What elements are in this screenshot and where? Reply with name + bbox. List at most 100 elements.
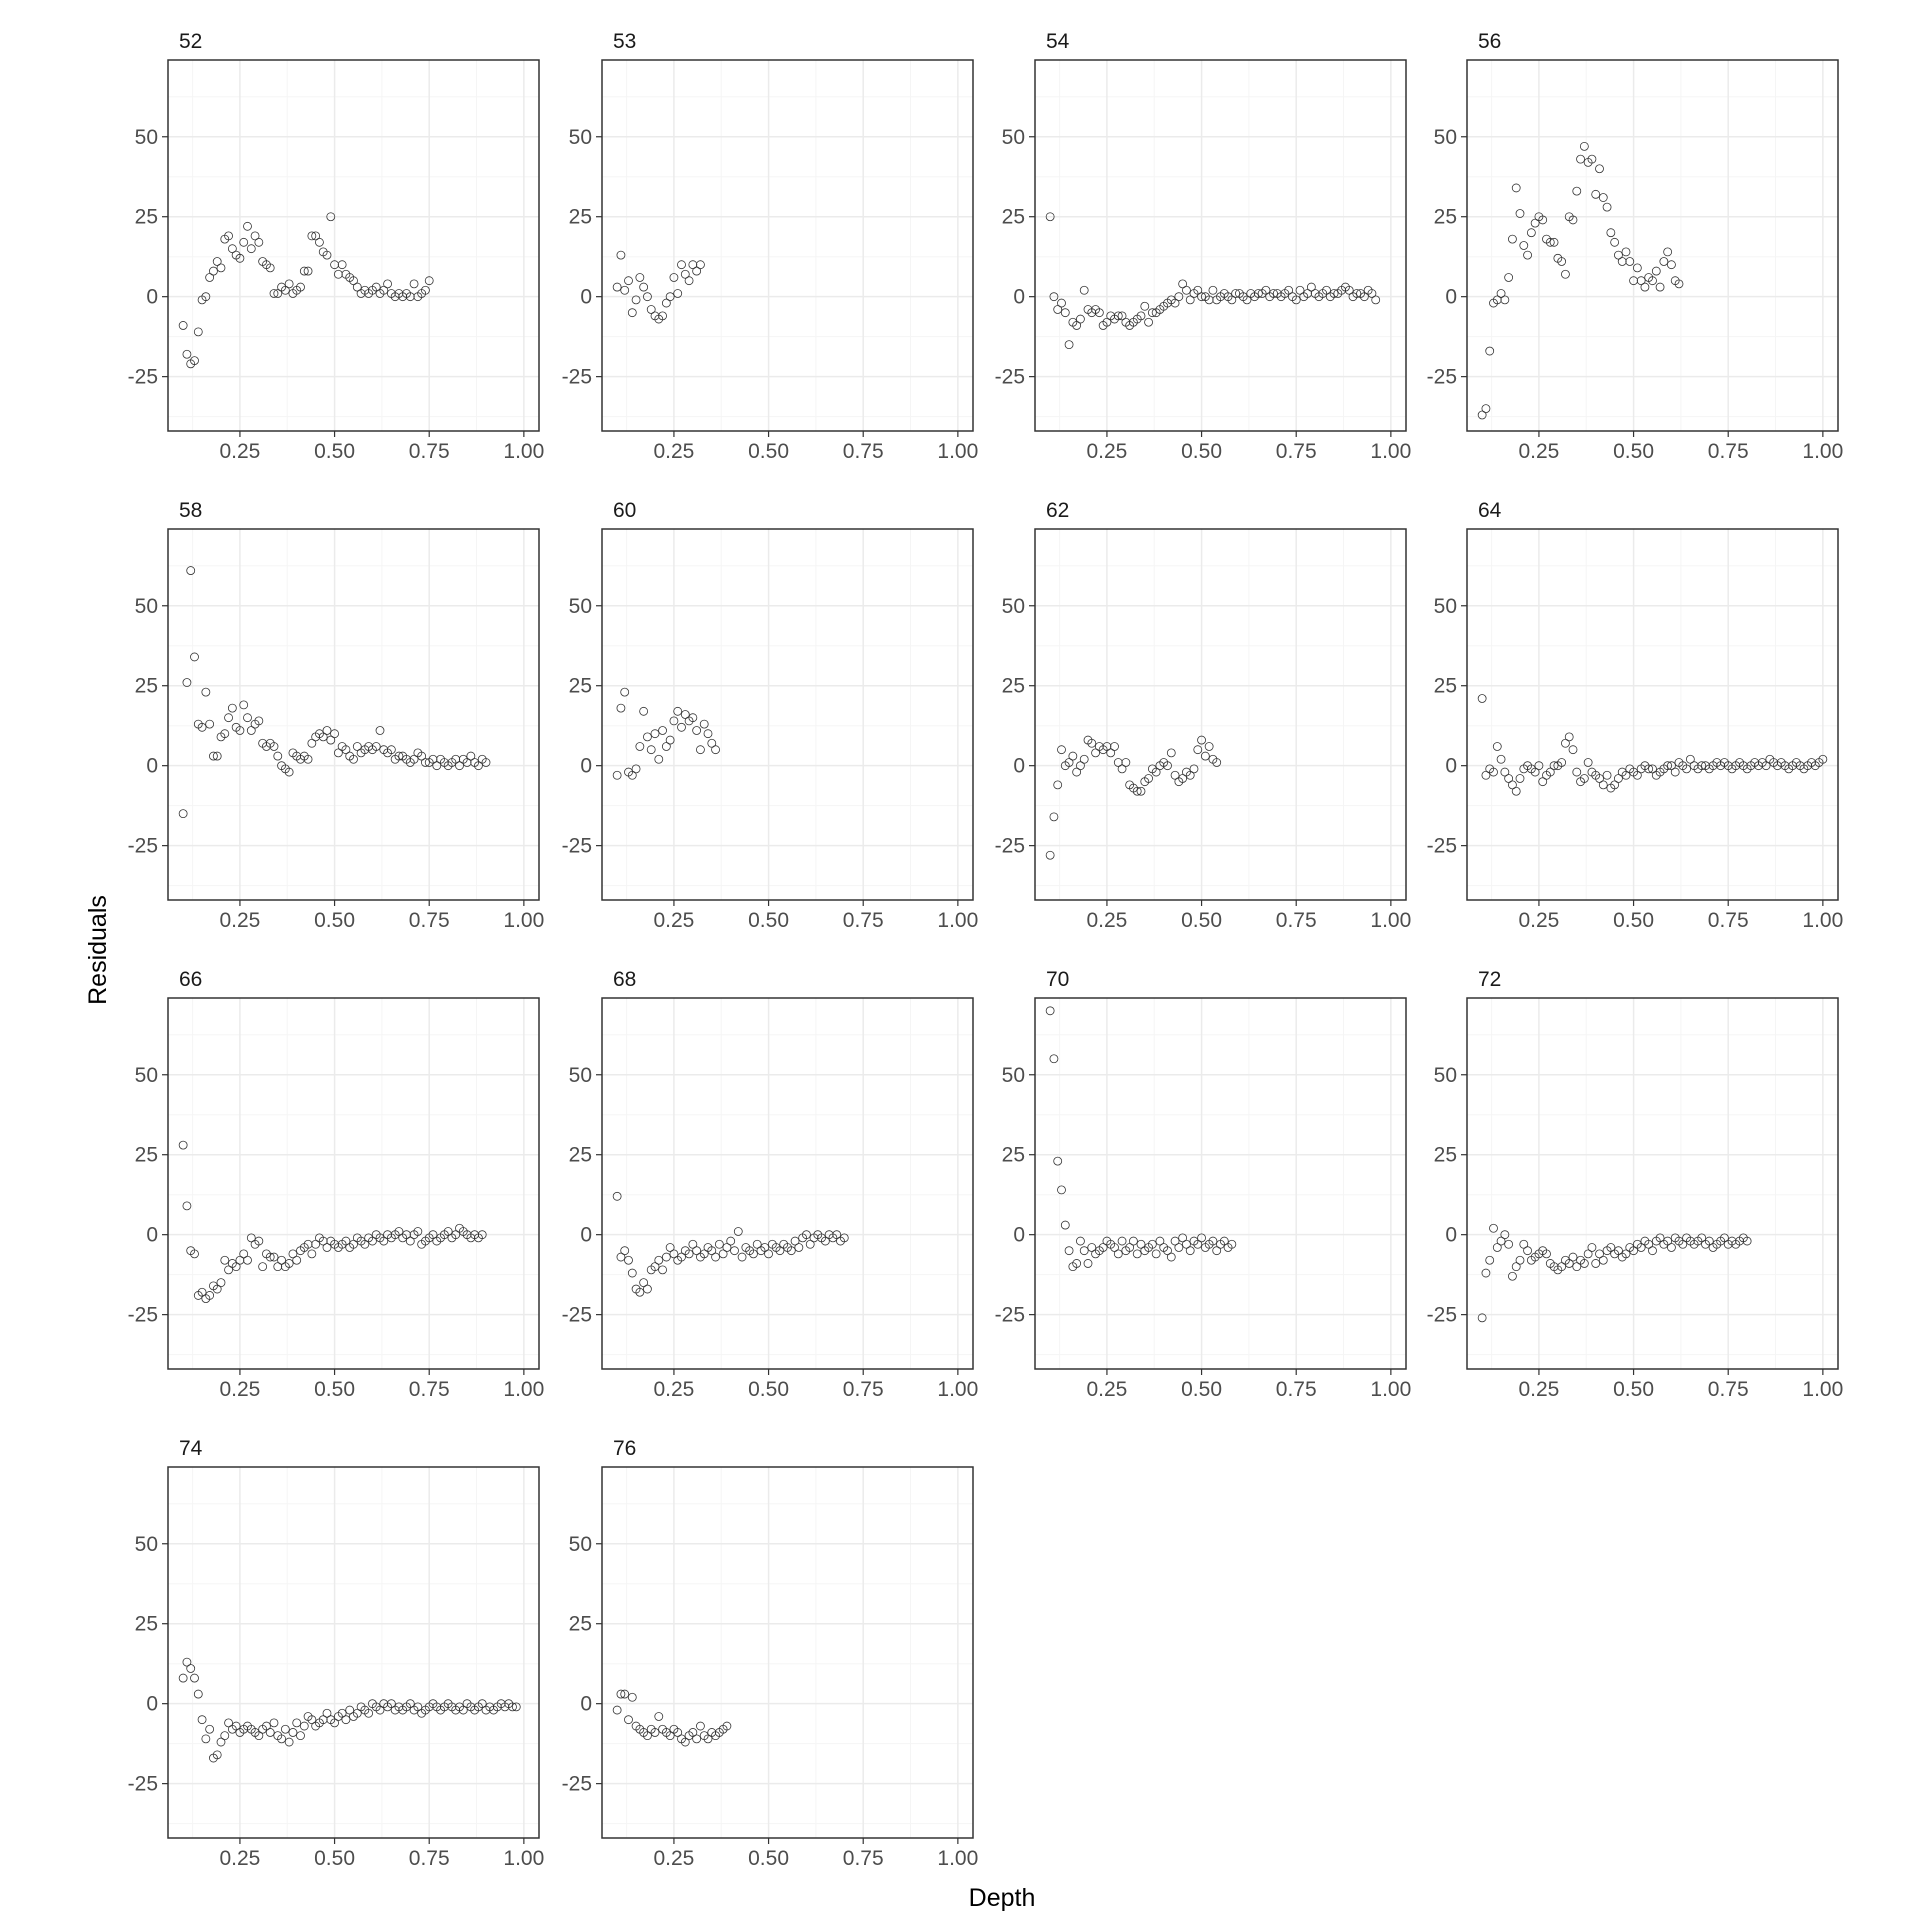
data-point xyxy=(1621,1249,1631,1259)
data-point xyxy=(1704,1236,1714,1246)
x-tick-label: 1.00 xyxy=(503,440,544,463)
data-point xyxy=(360,1239,370,1249)
data-point xyxy=(417,751,427,761)
panel-border xyxy=(167,997,540,1370)
data-point xyxy=(288,1728,298,1737)
data-point xyxy=(1492,1243,1502,1252)
data-point xyxy=(1072,321,1082,330)
data-point xyxy=(220,1255,230,1265)
data-point xyxy=(269,1252,279,1262)
y-tick-label: 50 xyxy=(135,1533,158,1556)
data-point xyxy=(1663,1236,1673,1246)
data-point xyxy=(703,1734,713,1744)
data-point xyxy=(688,260,698,270)
data-point xyxy=(209,266,218,276)
data-point xyxy=(280,1724,290,1734)
data-point xyxy=(650,1262,660,1272)
data-point xyxy=(1523,1246,1532,1256)
data-point xyxy=(1595,164,1604,174)
data-point xyxy=(409,754,419,764)
data-point xyxy=(1204,295,1214,305)
data-point xyxy=(1644,764,1654,774)
data-point xyxy=(273,1262,283,1272)
x-tick-label: 0.25 xyxy=(1518,1378,1559,1401)
data-point xyxy=(178,1673,188,1683)
data-point xyxy=(1208,1236,1218,1246)
x-tick-label: 0.75 xyxy=(1708,1378,1749,1401)
data-point xyxy=(1284,285,1294,295)
panel-border xyxy=(167,1466,540,1839)
data-point xyxy=(190,652,199,662)
data-point xyxy=(1648,1246,1657,1256)
data-point xyxy=(349,276,358,286)
x-tick-label: 1.00 xyxy=(1802,1378,1843,1401)
data-point xyxy=(1542,1249,1551,1259)
y-tick-label: 25 xyxy=(1434,1144,1457,1167)
data-point xyxy=(311,1239,321,1249)
data-point xyxy=(330,260,339,270)
x-tick-label: 0.25 xyxy=(653,909,694,932)
x-tick-label: 0.25 xyxy=(653,440,694,463)
data-point xyxy=(1147,308,1157,318)
y-tick-label: 25 xyxy=(1002,1144,1025,1167)
y-tick-label: 50 xyxy=(1434,126,1457,149)
panel-border xyxy=(1034,528,1407,901)
x-tick-label: 1.00 xyxy=(937,909,978,932)
y-tick-label: 50 xyxy=(569,595,592,618)
data-point xyxy=(669,716,679,726)
data-point xyxy=(1197,292,1206,302)
y-tick-label: 25 xyxy=(569,1144,592,1167)
data-point xyxy=(458,1705,468,1715)
data-point xyxy=(205,1724,215,1734)
x-axis-title: Depth xyxy=(969,1884,1036,1912)
data-point xyxy=(1572,1262,1582,1272)
data-point xyxy=(212,257,222,266)
y-tick-label: -25 xyxy=(128,835,158,858)
data-point xyxy=(1166,1252,1176,1262)
data-point xyxy=(1595,774,1604,783)
x-tick-label: 0.50 xyxy=(314,1378,355,1401)
data-point xyxy=(349,1239,358,1249)
data-point xyxy=(1219,1236,1229,1246)
data-point xyxy=(178,809,188,819)
data-point xyxy=(299,1721,309,1731)
data-point xyxy=(752,1239,762,1249)
data-point xyxy=(182,678,192,687)
data-point xyxy=(1651,266,1661,276)
data-point xyxy=(1049,812,1059,822)
data-point xyxy=(669,1249,679,1259)
data-point xyxy=(1568,1252,1578,1262)
data-point xyxy=(1504,774,1514,783)
data-point xyxy=(1193,285,1203,295)
data-point xyxy=(277,1734,286,1744)
data-point xyxy=(696,745,705,755)
data-point xyxy=(1685,754,1695,764)
data-point xyxy=(658,1265,667,1275)
data-point xyxy=(333,748,343,758)
data-point xyxy=(1053,1156,1063,1166)
data-point xyxy=(1591,1259,1601,1268)
facet-panel-54: 54 0.25 0.50 0.75 1.00 -25 0 25 50 xyxy=(995,30,1412,463)
y-tick-label: 0 xyxy=(580,286,592,309)
data-point xyxy=(631,295,641,305)
data-point xyxy=(258,1262,268,1272)
data-point xyxy=(243,221,252,231)
data-point xyxy=(1174,292,1184,302)
data-point xyxy=(1667,1243,1676,1252)
data-point xyxy=(699,1249,709,1259)
data-point xyxy=(299,266,309,276)
y-tick-label: 25 xyxy=(569,1613,592,1636)
data-point xyxy=(386,745,396,755)
data-point xyxy=(1496,754,1506,764)
x-tick-label: 0.75 xyxy=(1276,440,1317,463)
data-point xyxy=(1508,234,1517,244)
data-point xyxy=(307,1715,317,1725)
facet-panels: 52 0.25 0.50 0.75 1.00 -25 0 25 50 53 0.25 0.50 0.75… xyxy=(128,30,1844,1870)
data-point xyxy=(303,754,313,764)
data-point xyxy=(508,1702,517,1712)
data-point xyxy=(1500,295,1510,305)
y-tick-label: 25 xyxy=(569,675,592,698)
panel-label: 68 xyxy=(613,968,636,991)
data-point xyxy=(1557,758,1567,767)
data-point xyxy=(1136,311,1146,321)
